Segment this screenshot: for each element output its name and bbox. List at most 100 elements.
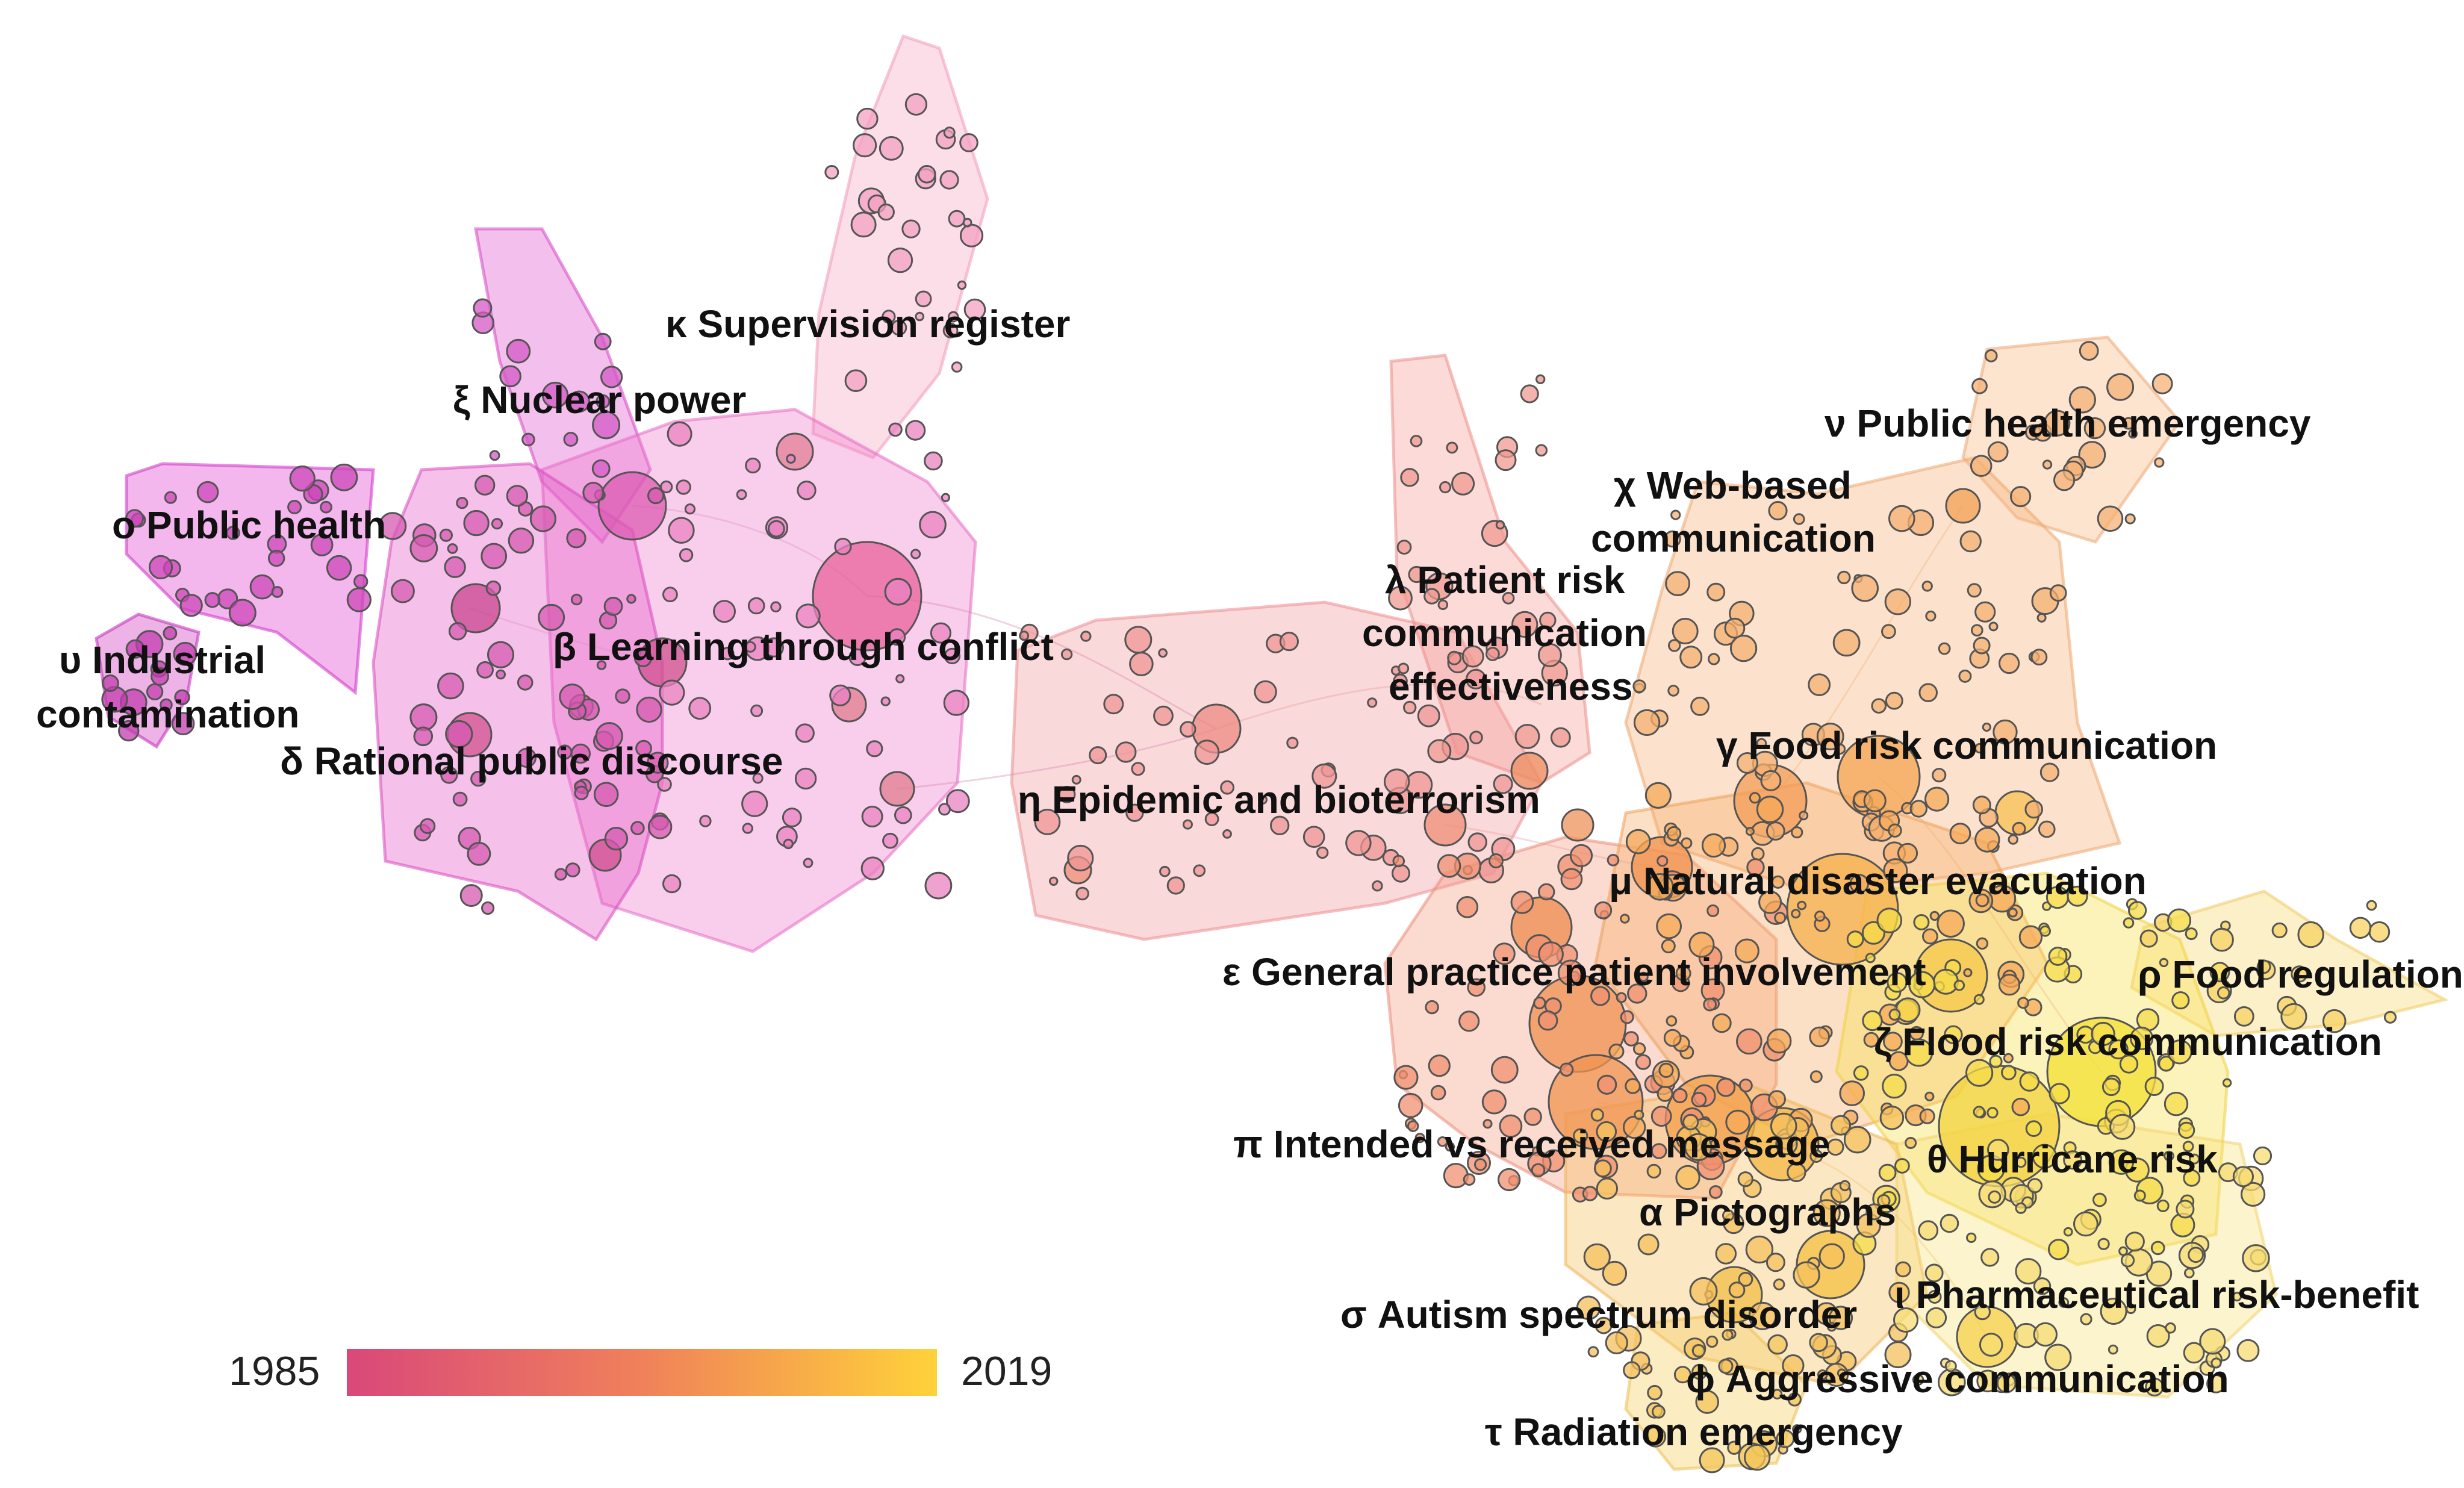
network-node	[554, 868, 567, 881]
network-node	[2151, 373, 2173, 394]
network-node	[1469, 730, 1483, 744]
network-node	[1430, 1085, 1446, 1101]
network-node	[713, 600, 736, 623]
network-node	[1760, 770, 1782, 791]
network-node	[2177, 1121, 2195, 1139]
network-node	[1466, 668, 1487, 690]
network-node	[1888, 505, 1915, 532]
network-node	[794, 767, 817, 790]
network-node	[1423, 588, 1440, 605]
label-theta: θ Hurricane risk	[1927, 1138, 2218, 1181]
network-node	[962, 217, 972, 228]
label-rho: ρ Food regulation	[2138, 953, 2463, 996]
network-node	[1879, 1106, 1905, 1130]
network-node	[1974, 601, 1996, 623]
network-node	[1971, 378, 1988, 394]
label-phi: ϕ Aggressive communication	[1686, 1357, 2229, 1401]
network-node	[592, 411, 621, 440]
network-node	[1605, 1331, 1628, 1354]
network-node	[1474, 1158, 1487, 1171]
network-node	[440, 766, 458, 784]
network-node	[1125, 803, 1144, 823]
network-node	[228, 599, 257, 627]
network-node	[1658, 1062, 1674, 1079]
network-node	[2242, 1244, 2270, 1272]
network-node	[491, 518, 503, 530]
network-node	[2083, 417, 2106, 440]
network-node	[2176, 1200, 2195, 1219]
network-node	[1691, 1363, 1708, 1380]
network-node	[1929, 911, 1940, 921]
network-node	[171, 712, 195, 735]
network-node	[1744, 1443, 1771, 1471]
network-node	[2078, 441, 2106, 469]
network-node	[2118, 1246, 2128, 1256]
network-node	[499, 365, 521, 388]
network-node	[2146, 1324, 2170, 1348]
network-node	[1699, 1447, 1725, 1474]
network-node	[1979, 1333, 2003, 1357]
network-node	[2030, 649, 2048, 666]
network-node	[594, 332, 612, 350]
network-node	[1511, 611, 1538, 638]
network-node	[2011, 1097, 2030, 1116]
network-node	[668, 517, 695, 544]
network-node	[1909, 800, 1928, 818]
network-node	[1865, 1203, 1883, 1221]
network-node	[2209, 962, 2230, 983]
network-node	[1019, 630, 1030, 641]
network-node	[861, 806, 883, 827]
network-node	[1166, 876, 1185, 895]
legend-end-year: 2019	[961, 1348, 1052, 1394]
network-node	[1745, 827, 1755, 836]
network-node	[1638, 971, 1649, 982]
network-node	[924, 871, 953, 900]
network-node	[1974, 827, 2000, 853]
network-node	[941, 493, 951, 502]
network-node	[1958, 669, 1972, 683]
network-node	[173, 641, 198, 666]
network-node	[2189, 1153, 2200, 1165]
network-node	[834, 538, 852, 556]
network-node	[782, 808, 802, 827]
network-node	[2008, 907, 2018, 918]
network-nodes	[101, 93, 2397, 1474]
network-node	[1865, 953, 1876, 963]
network-node	[1998, 974, 2021, 996]
network-node	[2097, 505, 2124, 532]
network-node	[413, 726, 434, 747]
network-node	[2015, 1156, 2027, 1168]
network-node	[1927, 1290, 1942, 1304]
network-node	[1396, 540, 1412, 555]
network-node	[1510, 752, 1549, 790]
network-node	[1996, 1373, 2017, 1393]
network-node	[151, 667, 169, 686]
network-node	[1403, 700, 1417, 715]
network-node	[957, 280, 967, 290]
network-node	[1437, 854, 1461, 878]
network-node	[959, 223, 984, 247]
network-node	[2015, 1202, 2027, 1214]
network-node	[1159, 865, 1171, 877]
network-node	[1895, 997, 1921, 1023]
network-node	[125, 509, 145, 528]
network-node	[1561, 808, 1594, 842]
network-node	[596, 660, 607, 670]
network-node	[1193, 864, 1206, 877]
network-node	[582, 482, 605, 504]
network-node	[1596, 1121, 1617, 1142]
network-node	[1495, 449, 1517, 472]
network-node	[2139, 929, 2158, 948]
network-node	[1067, 844, 1094, 872]
label-gamma: γ Food risk communication	[1716, 724, 2217, 767]
network-node	[2100, 1298, 2127, 1325]
network-node	[1316, 846, 1329, 859]
year-legend: 1985 2019	[229, 1348, 1052, 1396]
network-node	[566, 528, 586, 549]
network-node	[1627, 983, 1647, 1004]
network-node	[2164, 1150, 2174, 1162]
network-node	[1871, 698, 1887, 714]
network-node	[125, 639, 145, 659]
network-node	[1538, 941, 1564, 967]
network-node	[1863, 1032, 1879, 1048]
